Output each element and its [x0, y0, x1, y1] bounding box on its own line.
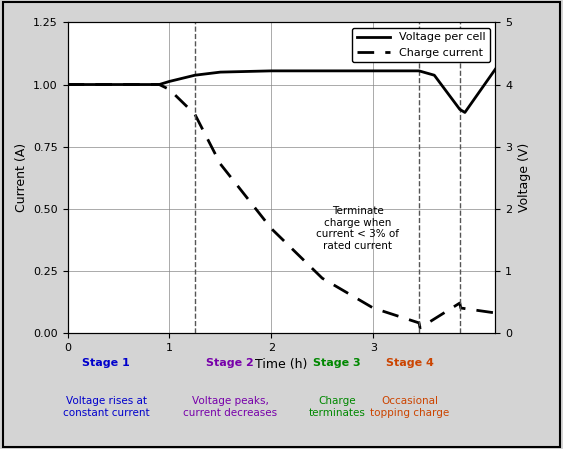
Text: Stage 1: Stage 1 — [82, 357, 130, 368]
Y-axis label: Voltage (V): Voltage (V) — [518, 143, 531, 212]
Text: Occasional
topping charge: Occasional topping charge — [370, 396, 449, 418]
X-axis label: Time (h): Time (h) — [255, 358, 308, 371]
Text: Charge
terminates: Charge terminates — [309, 396, 365, 418]
Text: Stage 3: Stage 3 — [314, 357, 361, 368]
Text: Voltage rises at
constant current: Voltage rises at constant current — [62, 396, 149, 418]
Legend: Voltage per cell, Charge current: Voltage per cell, Charge current — [352, 28, 490, 62]
Text: Stage 2: Stage 2 — [206, 357, 254, 368]
Text: Voltage peaks,
current decreases: Voltage peaks, current decreases — [183, 396, 277, 418]
Text: Stage 4: Stage 4 — [386, 357, 434, 368]
Y-axis label: Current (A): Current (A) — [15, 143, 28, 212]
Text: Terminate
charge when
current < 3% of
rated current: Terminate charge when current < 3% of ra… — [316, 206, 399, 251]
